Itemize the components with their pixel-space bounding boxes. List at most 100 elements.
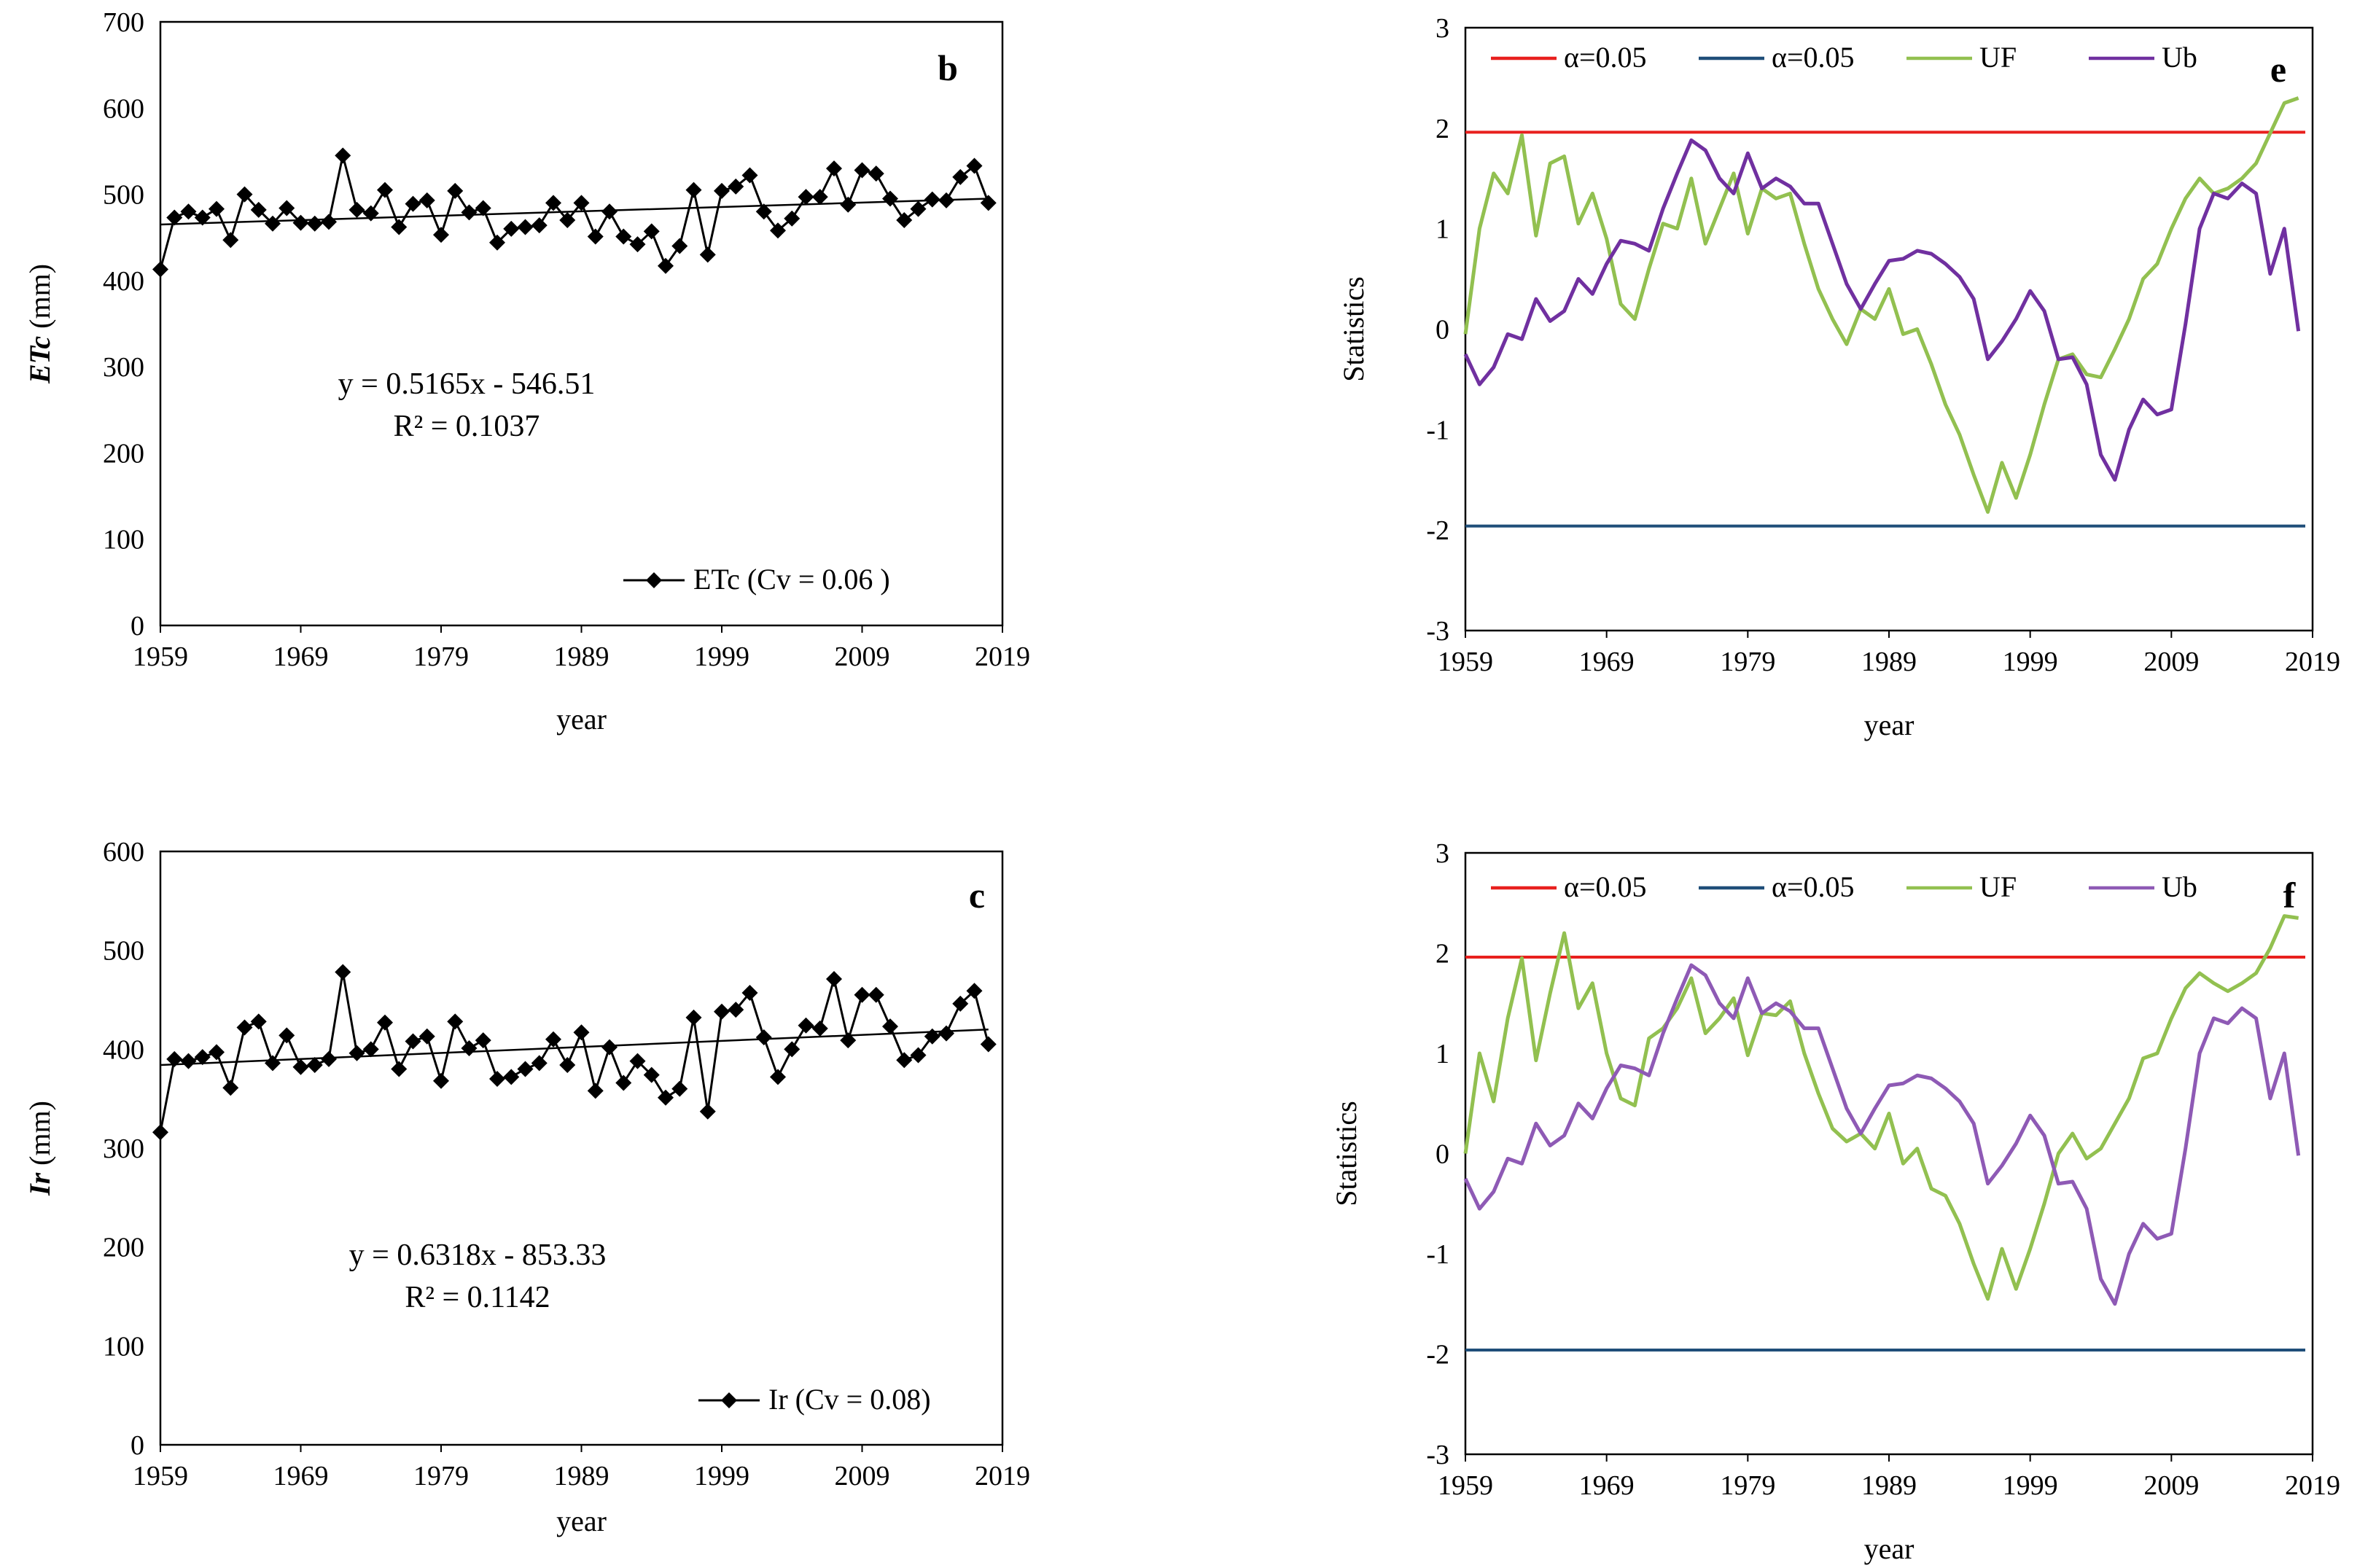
data-point: [348, 1045, 365, 1061]
y-tick-label: 2: [1436, 114, 1449, 144]
data-point: [811, 189, 828, 206]
data-point: [222, 1080, 239, 1096]
ub-series-line: [1463, 138, 2301, 482]
y-tick-label: 700: [103, 7, 144, 38]
x-tick-label: 2019: [975, 641, 1030, 672]
data-point: [868, 165, 884, 182]
data-point: [643, 223, 660, 240]
y-tick-label: -2: [1426, 515, 1449, 546]
data-point: [335, 147, 351, 164]
data-point: [152, 261, 168, 278]
y-tick-label: 200: [103, 1233, 144, 1263]
data-point: [685, 1009, 702, 1026]
data-point: [924, 191, 940, 208]
data-point: [418, 192, 435, 208]
data-point: [840, 196, 857, 213]
data-point: [784, 1041, 801, 1058]
x-axis-title: year: [556, 1505, 607, 1537]
data-point: [503, 1069, 520, 1085]
data-point: [573, 1024, 590, 1041]
x-axis-title: year: [556, 703, 607, 736]
data-point: [646, 572, 662, 588]
data-point: [391, 219, 408, 235]
y-tick-label: -1: [1426, 1239, 1449, 1270]
chart-b: 0 100 200 300 400 500 600 700 1959 1969 1979 1989 19…: [23, 7, 1030, 736]
data-point: [714, 1003, 730, 1020]
y-axis-title: ETc (mm): [23, 264, 56, 384]
data-point: [335, 964, 351, 980]
panel-label: f: [2283, 875, 2297, 916]
data-point: [826, 160, 842, 177]
data-point: [433, 227, 449, 243]
plot-frame: [159, 850, 1004, 1446]
data-point: [629, 1053, 646, 1069]
data-point: [180, 1053, 197, 1069]
data-point: [292, 1058, 309, 1075]
data-point: [910, 1047, 927, 1064]
y-tick-label: -2: [1426, 1340, 1449, 1370]
data-point: [784, 210, 801, 227]
data-point: [966, 157, 983, 174]
data-point: [699, 246, 716, 263]
y-tick-label: 0: [1436, 315, 1449, 346]
data-point: [461, 204, 478, 221]
legend-label: α=0.05: [1772, 870, 1855, 903]
x-axis-title: year: [1864, 1532, 1915, 1565]
y-tick-label: 300: [103, 1134, 144, 1164]
y-axis-title-variable: Ir: [23, 1172, 56, 1196]
x-tick-label: 2019: [975, 1461, 1030, 1491]
y-tick-label: 400: [103, 266, 144, 297]
y-tick-label: -1: [1426, 415, 1449, 445]
y-axis-title-unit: (mm): [23, 264, 56, 336]
data-point: [587, 228, 604, 245]
plot-frame: [159, 20, 1004, 627]
data-point: [755, 203, 772, 220]
data-point: [559, 1057, 576, 1074]
panel-label: e: [2270, 49, 2286, 90]
chart-c: 0 100 200 300 400 500 600 1959 1969 1979 1989 1999 2…: [23, 837, 1030, 1537]
y-tick-label: 3: [1436, 13, 1449, 44]
data-point: [559, 212, 576, 229]
y-tick-label: 300: [103, 352, 144, 383]
x-tick-label: 1969: [273, 1461, 329, 1491]
data-point: [896, 1052, 913, 1069]
data-point: [770, 1069, 786, 1085]
data-point: [461, 1040, 478, 1056]
x-tick-label: 1999: [2003, 1470, 2058, 1501]
x-tick-label: 2019: [2285, 1470, 2340, 1501]
data-point: [699, 1103, 716, 1120]
x-tick-label: 1959: [133, 1461, 188, 1491]
data-point: [545, 1031, 561, 1048]
data-point: [475, 1032, 491, 1049]
data-point: [166, 209, 183, 226]
y-tick-label: 100: [103, 1331, 144, 1362]
chart-e: -3 -2 -1 0 1 2 3 1959 1969 1979 1989 1999 2009 2019 ye…: [1337, 13, 2340, 741]
x-tick-label: 1959: [133, 641, 188, 672]
data-point: [447, 1013, 464, 1030]
y-tick-label: 2: [1436, 939, 1449, 970]
data-point: [826, 971, 842, 988]
data-point: [601, 203, 618, 220]
legend-label: UF: [1979, 870, 2017, 903]
data-point: [910, 200, 927, 217]
data-point: [222, 232, 239, 249]
legend-label: ETc (Cv = 0.06 ): [693, 563, 890, 596]
data-point: [798, 189, 814, 206]
x-tick-label: 1979: [1720, 1470, 1775, 1501]
data-point: [896, 212, 913, 229]
data-point: [418, 1028, 435, 1045]
y-tick-label: 3: [1436, 838, 1449, 869]
data-point: [728, 178, 744, 195]
x-tick-label: 1989: [554, 1461, 609, 1491]
regression-equation: y = 0.6318x - 853.33: [349, 1239, 607, 1272]
data-point: [321, 214, 337, 230]
data-point: [728, 1002, 744, 1018]
x-tick-label: 2009: [2143, 1470, 2199, 1501]
data-point: [671, 1080, 688, 1097]
data-point: [924, 1028, 940, 1045]
data-point: [292, 214, 309, 231]
data-point: [447, 182, 464, 199]
data-point: [587, 1083, 604, 1099]
data-point: [615, 1074, 632, 1091]
